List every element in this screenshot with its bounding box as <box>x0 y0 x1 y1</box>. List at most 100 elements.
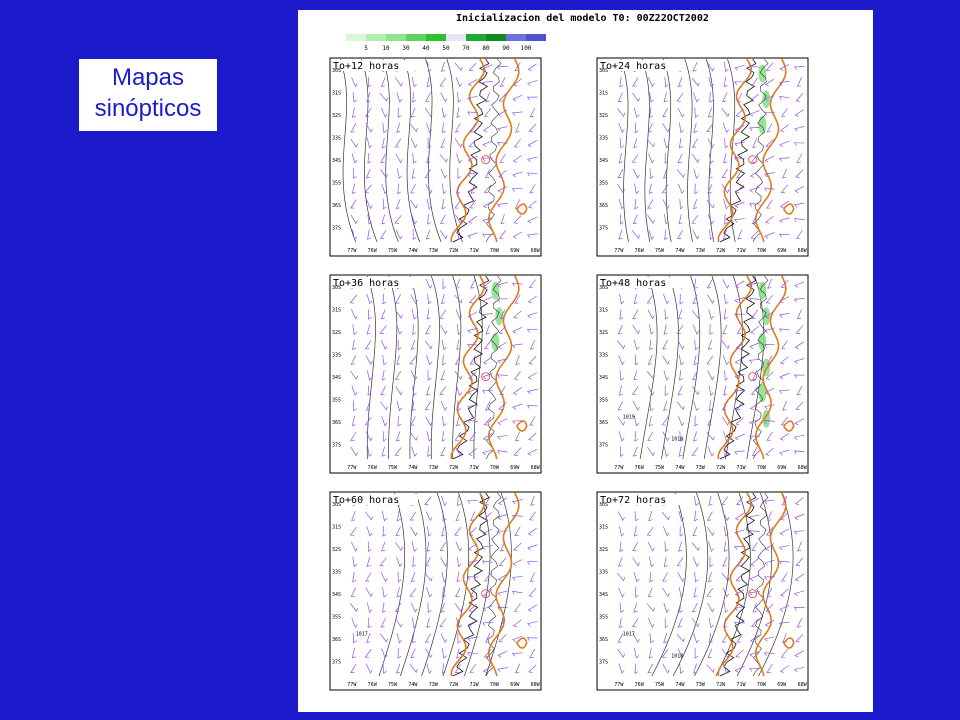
wind-barb <box>765 371 774 380</box>
wind-barb <box>366 633 371 644</box>
wind-barb <box>734 157 745 161</box>
wind-barb <box>514 294 521 304</box>
wind-barb <box>512 154 522 163</box>
wind-barb <box>736 496 744 506</box>
lon-label: 69W <box>777 682 787 688</box>
wind-barb <box>663 446 669 457</box>
wind-barb <box>751 214 758 224</box>
wind-barb <box>797 541 802 552</box>
wind-barb <box>779 372 790 380</box>
wind-barb <box>456 556 462 568</box>
wind-barb <box>381 510 388 522</box>
wind-barb <box>708 309 714 320</box>
wind-barb <box>676 401 685 411</box>
wind-barb <box>484 572 491 582</box>
wind-barb <box>512 590 523 595</box>
wind-barb <box>752 602 757 613</box>
lat-label: 30S <box>599 502 608 508</box>
wind-barb <box>749 591 760 596</box>
wind-barb <box>514 431 521 442</box>
isobar <box>684 58 693 243</box>
wind-barb <box>734 450 745 455</box>
wind-barb <box>679 526 684 537</box>
wind-barb <box>707 339 712 350</box>
wind-barb <box>709 324 714 336</box>
figure-background <box>298 10 873 712</box>
wind-barb <box>441 526 446 537</box>
wind-barb <box>440 92 448 103</box>
lat-label: 34S <box>599 158 608 164</box>
wind-barb <box>467 327 478 334</box>
wind-barb <box>764 172 775 178</box>
wind-barb <box>764 327 775 334</box>
wind-barb <box>409 664 418 674</box>
wind-barb <box>692 431 698 442</box>
wind-barb <box>752 370 757 381</box>
wind-barb <box>366 526 373 537</box>
wind-barb <box>467 111 478 116</box>
wind-barb <box>395 618 403 628</box>
wind-barb <box>795 634 804 643</box>
wind-barb <box>499 77 506 87</box>
wind-barb <box>648 648 653 659</box>
isobar <box>705 58 715 243</box>
precip-shade <box>491 332 500 351</box>
wind-barb <box>441 293 446 305</box>
wind-barb <box>749 497 760 505</box>
wind-barb <box>380 617 386 628</box>
wind-barb <box>380 401 388 411</box>
wind-barb <box>426 76 431 88</box>
topo-contour <box>754 492 787 677</box>
topo-contour <box>487 58 520 243</box>
wind-barb <box>679 370 683 381</box>
wind-barb <box>364 416 372 426</box>
wind-barb <box>634 183 640 195</box>
wind-barb <box>793 530 805 535</box>
wind-barb <box>648 183 653 195</box>
wind-barb <box>366 400 371 411</box>
wind-barb <box>352 556 358 568</box>
wind-barb <box>426 541 431 552</box>
wind-barb <box>735 108 744 117</box>
wind-barb <box>499 153 506 163</box>
wind-barb <box>457 92 462 103</box>
wind-barb <box>427 602 432 614</box>
wind-barb <box>483 649 492 658</box>
wind-barb <box>618 587 625 598</box>
wind-barb <box>397 571 402 583</box>
wind-barb <box>426 198 432 210</box>
wind-barb <box>412 324 417 335</box>
wind-barb <box>482 449 493 456</box>
wind-barb <box>455 587 461 598</box>
lon-label: 73W <box>696 248 706 254</box>
wind-barb <box>721 572 730 582</box>
wind-barb <box>367 446 373 458</box>
panel-title: To+60 horas <box>333 495 399 506</box>
wind-barb <box>779 124 789 133</box>
lon-label: 75W <box>655 682 665 688</box>
wind-barb <box>382 663 387 675</box>
lon-label: 69W <box>510 248 520 254</box>
wind-barb <box>649 400 654 412</box>
wind-barb <box>427 370 432 381</box>
colorbar-label: 10 <box>382 45 390 52</box>
wind-barb <box>691 618 700 628</box>
lat-label: 36S <box>332 203 341 209</box>
wind-barb <box>707 602 715 613</box>
wind-barb <box>424 340 433 350</box>
wind-barb <box>779 605 790 612</box>
wind-barb <box>646 526 654 536</box>
wind-barb <box>679 602 683 613</box>
wind-barb <box>382 526 387 537</box>
wind-barb <box>350 663 357 674</box>
wind-barb <box>617 511 625 522</box>
wind-barb <box>618 431 625 442</box>
wind-barb <box>467 636 478 642</box>
wind-barb <box>470 183 475 194</box>
topo-contour <box>754 58 787 243</box>
wind-barb <box>482 201 493 209</box>
wind-barb <box>794 109 804 117</box>
wind-barb <box>646 603 655 612</box>
wind-barb <box>677 309 683 320</box>
wind-barb <box>632 633 640 643</box>
